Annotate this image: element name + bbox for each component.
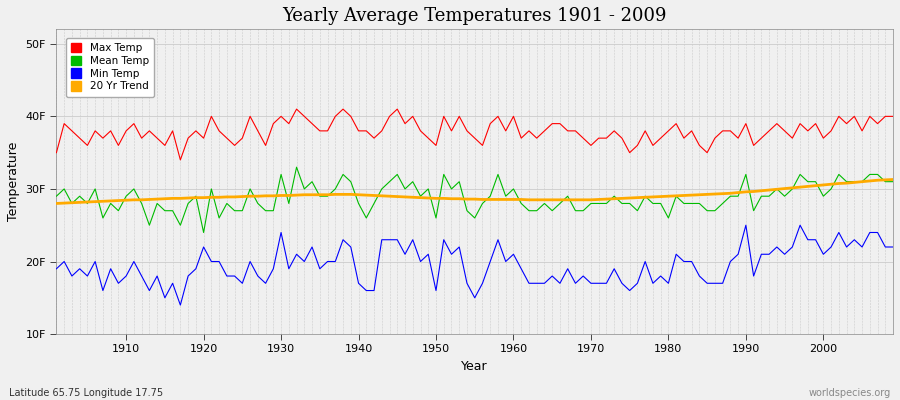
Text: Latitude 65.75 Longitude 17.75: Latitude 65.75 Longitude 17.75 (9, 388, 163, 398)
Legend: Max Temp, Mean Temp, Min Temp, 20 Yr Trend: Max Temp, Mean Temp, Min Temp, 20 Yr Tre… (66, 38, 154, 97)
Text: worldspecies.org: worldspecies.org (809, 388, 891, 398)
Y-axis label: Temperature: Temperature (7, 142, 20, 221)
Title: Yearly Average Temperatures 1901 - 2009: Yearly Average Temperatures 1901 - 2009 (283, 7, 667, 25)
X-axis label: Year: Year (462, 360, 488, 373)
